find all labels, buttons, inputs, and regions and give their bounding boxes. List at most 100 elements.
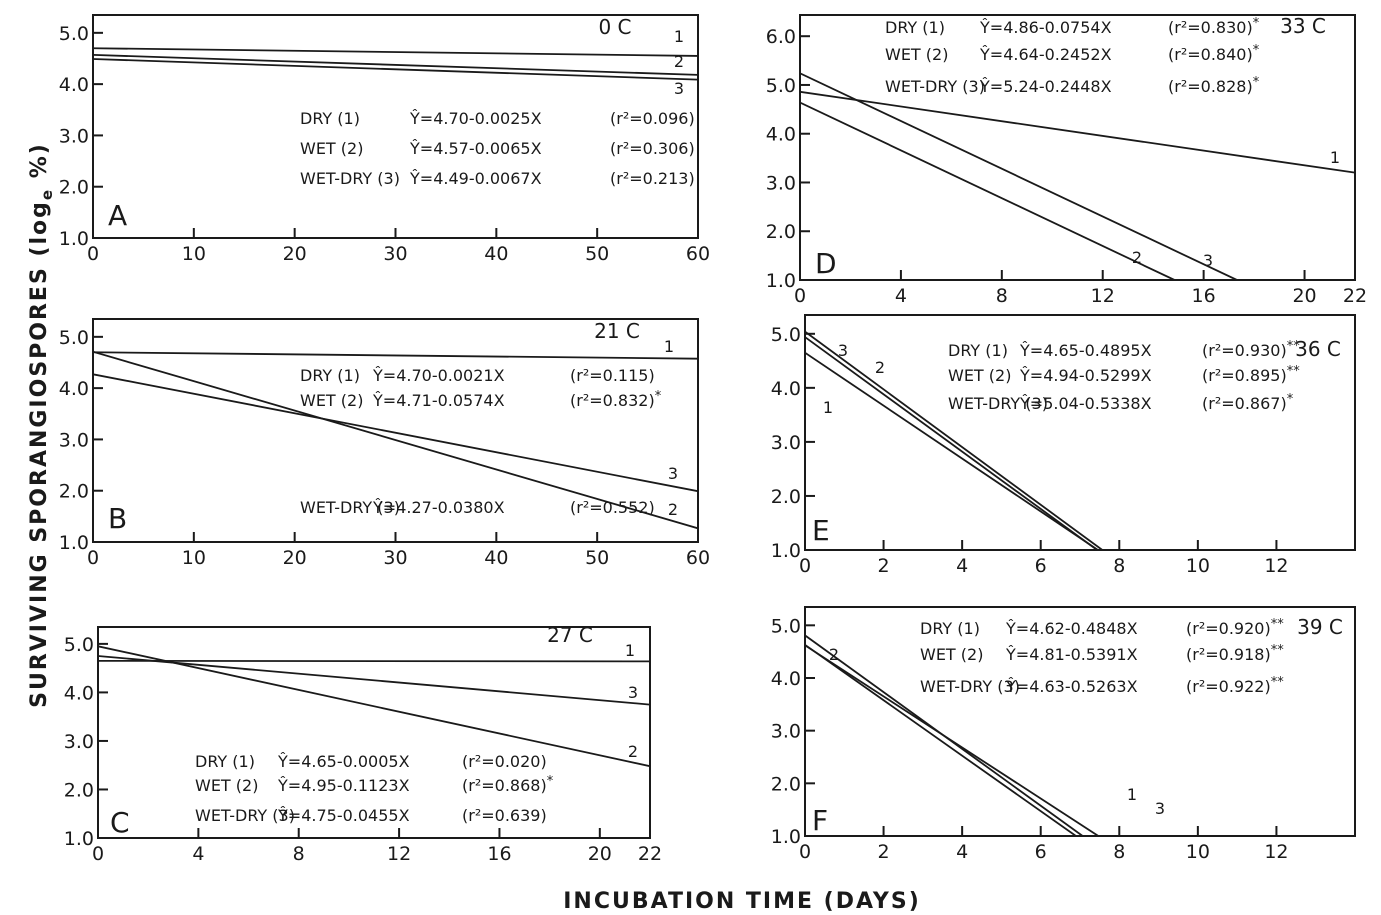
y-hat: Ŷ xyxy=(409,169,420,188)
panel-frame xyxy=(799,14,1356,281)
series-line-1 xyxy=(98,659,650,663)
y-axis-title-tail: %) xyxy=(27,142,52,188)
equation-formula: =4.57-0.0065X xyxy=(420,139,542,158)
equation-formula: =4.70-0.0025X xyxy=(420,109,542,128)
equation-formula: =4.49-0.0067X xyxy=(420,169,542,188)
equation-r2: (r²=0.840)* xyxy=(1168,43,1260,64)
x-tick-label: 2 xyxy=(878,841,890,863)
equation-prefix: WET (2) xyxy=(948,366,1011,385)
y-tick-label: 3.0 xyxy=(771,721,801,743)
panel-letter: D xyxy=(815,247,837,280)
equation-formula: =4.86-0.0754X xyxy=(990,18,1112,37)
y-tick-label: 3.0 xyxy=(771,432,801,454)
y-tick-label: 1.0 xyxy=(766,270,796,292)
y-tick-label: 1.0 xyxy=(64,828,94,850)
series-label-1: 1 xyxy=(674,27,684,46)
equation-r2: (r²=0.868)* xyxy=(462,774,554,795)
y-tick-label: 5.0 xyxy=(64,634,94,656)
x-tick-label: 50 xyxy=(585,243,609,265)
series-line-3 xyxy=(93,373,698,493)
equation-prefix: WET-DRY (3) xyxy=(948,394,1048,413)
panel-a: 1.0 2.0 3.0 4.0 5.0 0 10 20 30 40 50 60 1 2 3 0 C A DRY (… xyxy=(59,14,710,265)
panel-b: 1.0 2.0 3.0 4.0 5.0 0 10 20 30 40 50 60 1 2 3 21 C B DRY … xyxy=(59,318,710,569)
y-axis-title: SURVIVING SPORANGIOSPORES (loge %) xyxy=(27,142,56,708)
panel-letter: E xyxy=(812,514,830,547)
equation-prefix: WET-DRY (3) xyxy=(885,77,985,96)
equation-prefix: WET-DRY (3) xyxy=(195,806,295,825)
x-tick-label: 2 xyxy=(878,555,890,577)
series-line-1 xyxy=(800,90,1355,174)
r-squared: (r²=0.930) xyxy=(1202,341,1287,360)
equation-r2: (r²=0.096) xyxy=(610,109,695,128)
equation-formula: =4.95-0.1123X xyxy=(288,776,410,795)
r-squared: (r²=0.639) xyxy=(462,806,547,825)
series-label-1: 1 xyxy=(1330,148,1340,167)
equation-formula: =5.24-0.2448X xyxy=(990,77,1112,96)
series-line-3 xyxy=(93,58,698,81)
x-tick-label: 0 xyxy=(799,841,811,863)
y-tick-label: 5.0 xyxy=(59,327,89,349)
equation-fit: Ŷ=4.27-0.0380X xyxy=(372,498,505,517)
r-squared: (r²=0.828) xyxy=(1168,77,1253,96)
x-tick-label: 20 xyxy=(1292,285,1316,307)
equation-r2: (r²=0.830)* xyxy=(1168,16,1260,37)
series-label-1: 1 xyxy=(1127,785,1137,804)
series-line-3 xyxy=(98,655,650,706)
r-squared: (r²=0.552) xyxy=(570,498,655,517)
x-tick-label: 22 xyxy=(1343,285,1367,307)
y-tick-label: 6.0 xyxy=(766,26,796,48)
series-line-2 xyxy=(805,336,1098,550)
x-tick-label: 20 xyxy=(283,547,307,569)
x-tick-label: 30 xyxy=(383,547,407,569)
equation-r2: (r²=0.552) xyxy=(570,498,655,517)
r-squared: (r²=0.115) xyxy=(570,366,655,385)
y-tick-label: 2.0 xyxy=(64,779,94,801)
y-hat: Ŷ xyxy=(372,366,383,385)
y-tick-label: 4.0 xyxy=(59,378,89,400)
equation-fit: Ŷ=4.81-0.5391X xyxy=(1005,645,1138,664)
series-label-3: 3 xyxy=(628,683,638,702)
x-tick-label: 10 xyxy=(1186,841,1210,863)
y-hat: Ŷ xyxy=(1005,619,1016,638)
r-squared: (r²=0.213) xyxy=(610,169,695,188)
series-label-3: 3 xyxy=(1203,251,1213,270)
equation-fit: Ŷ=5.04-0.5338X xyxy=(1019,394,1152,413)
significance-mark: ** xyxy=(1271,617,1285,632)
series-label-2: 2 xyxy=(875,358,885,377)
y-tick-label: 2.0 xyxy=(766,221,796,243)
equation-prefix: WET (2) xyxy=(300,391,363,410)
temperature-label: 39 C xyxy=(1297,615,1343,639)
x-axis-title: INCUBATION TIME (DAYS) xyxy=(563,889,921,914)
x-tick-label: 0 xyxy=(92,843,104,865)
y-tick-label: 4.0 xyxy=(766,124,796,146)
equation-formula: =4.64-0.2452X xyxy=(990,45,1112,64)
equation-fit: Ŷ=4.65-0.0005X xyxy=(277,752,410,771)
y-tick-label: 5.0 xyxy=(766,75,796,97)
series-line-1 xyxy=(93,47,698,57)
y-hat: Ŷ xyxy=(979,18,990,37)
equation-formula: =4.27-0.0380X xyxy=(383,498,505,517)
equation-r2: (r²=0.828)* xyxy=(1168,75,1260,96)
y-tick-label: 3.0 xyxy=(766,172,796,194)
x-tick-label: 10 xyxy=(182,547,206,569)
y-hat: Ŷ xyxy=(979,77,990,96)
x-tick-label: 4 xyxy=(192,843,204,865)
equation-fit: Ŷ=4.94-0.5299X xyxy=(1019,366,1152,385)
series-label-1: 1 xyxy=(625,641,635,660)
x-tick-label: 30 xyxy=(383,243,407,265)
series-line-2 xyxy=(805,634,1084,836)
equation-prefix: DRY (1) xyxy=(195,752,255,771)
significance-mark: * xyxy=(547,774,554,789)
equation-fit: Ŷ=4.62-0.4848X xyxy=(1005,619,1138,638)
x-tick-label: 10 xyxy=(182,243,206,265)
x-tick-label: 6 xyxy=(1035,841,1047,863)
y-tick-label: 4.0 xyxy=(59,74,89,96)
y-hat: Ŷ xyxy=(1005,677,1016,696)
x-tick-label: 40 xyxy=(484,547,508,569)
x-tick-label: 12 xyxy=(1264,841,1288,863)
x-tick-label: 16 xyxy=(1192,285,1216,307)
y-hat: Ŷ xyxy=(409,139,420,158)
x-tick-label: 6 xyxy=(1035,555,1047,577)
